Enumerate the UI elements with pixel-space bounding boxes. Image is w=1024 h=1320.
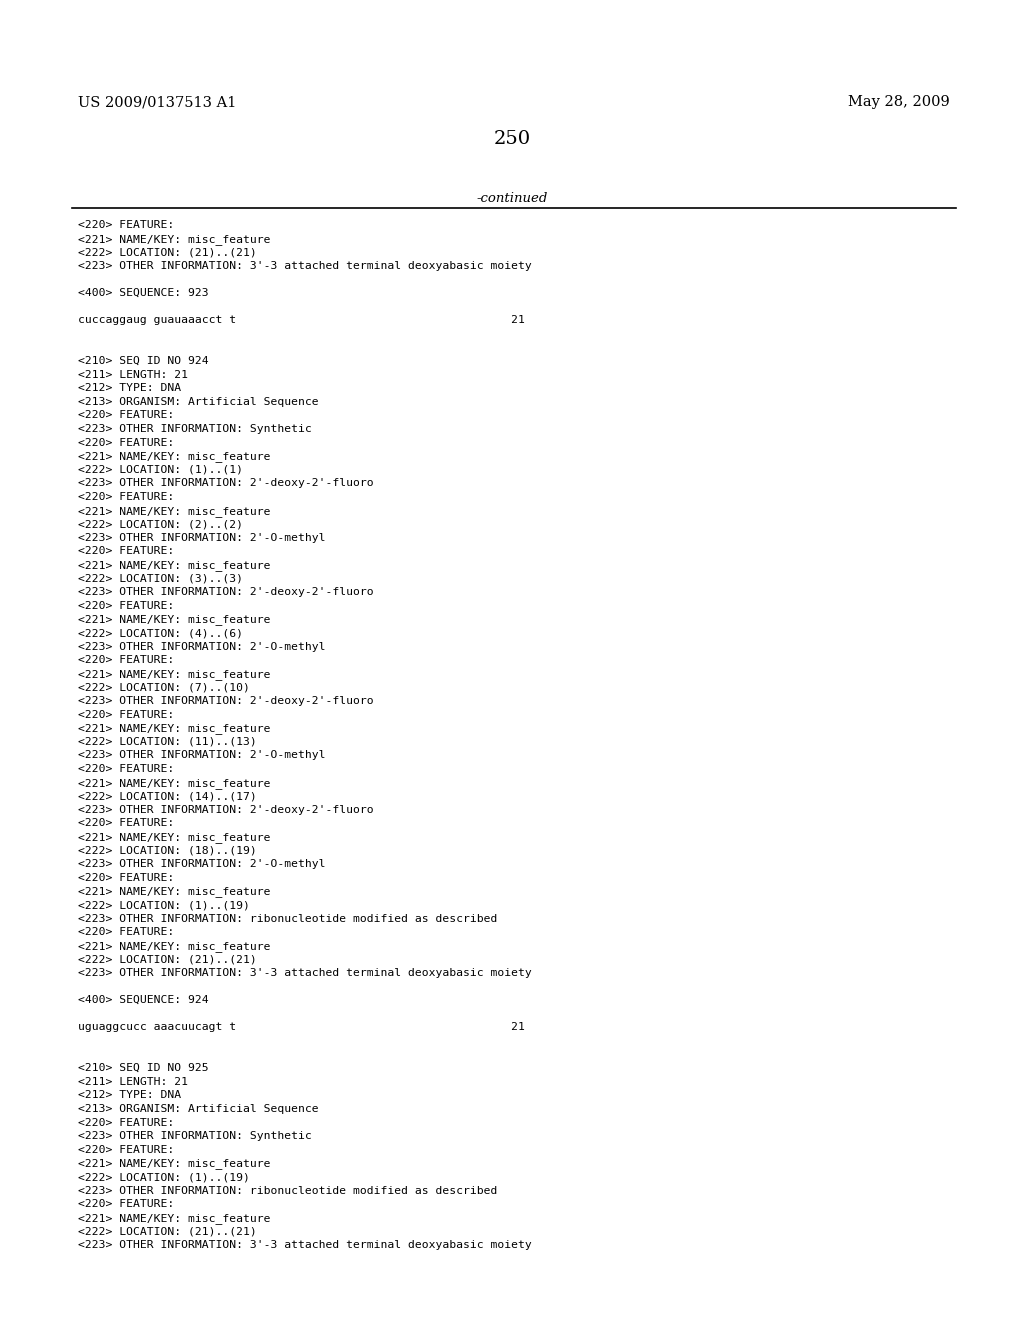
Text: <223> OTHER INFORMATION: ribonucleotide modified as described: <223> OTHER INFORMATION: ribonucleotide … (78, 1185, 498, 1196)
Text: <223> OTHER INFORMATION: 3'-3 attached terminal deoxyabasic moiety: <223> OTHER INFORMATION: 3'-3 attached t… (78, 1239, 531, 1250)
Text: <221> NAME/KEY: misc_feature: <221> NAME/KEY: misc_feature (78, 1159, 270, 1170)
Text: <213> ORGANISM: Artificial Sequence: <213> ORGANISM: Artificial Sequence (78, 397, 318, 407)
Text: <221> NAME/KEY: misc_feature: <221> NAME/KEY: misc_feature (78, 777, 270, 788)
Text: <223> OTHER INFORMATION: 3'-3 attached terminal deoxyabasic moiety: <223> OTHER INFORMATION: 3'-3 attached t… (78, 968, 531, 978)
Text: <221> NAME/KEY: misc_feature: <221> NAME/KEY: misc_feature (78, 669, 270, 680)
Text: <213> ORGANISM: Artificial Sequence: <213> ORGANISM: Artificial Sequence (78, 1104, 318, 1114)
Text: <220> FEATURE:: <220> FEATURE: (78, 764, 174, 774)
Text: <223> OTHER INFORMATION: 3'-3 attached terminal deoxyabasic moiety: <223> OTHER INFORMATION: 3'-3 attached t… (78, 261, 531, 271)
Text: <220> FEATURE:: <220> FEATURE: (78, 873, 174, 883)
Text: <212> TYPE: DNA: <212> TYPE: DNA (78, 1090, 181, 1101)
Text: <221> NAME/KEY: misc_feature: <221> NAME/KEY: misc_feature (78, 832, 270, 843)
Text: 250: 250 (494, 129, 530, 148)
Text: <400> SEQUENCE: 923: <400> SEQUENCE: 923 (78, 288, 209, 298)
Text: <220> FEATURE:: <220> FEATURE: (78, 710, 174, 719)
Text: <222> LOCATION: (14)..(17): <222> LOCATION: (14)..(17) (78, 791, 257, 801)
Text: <222> LOCATION: (21)..(21): <222> LOCATION: (21)..(21) (78, 1226, 257, 1237)
Text: <210> SEQ ID NO 925: <210> SEQ ID NO 925 (78, 1063, 209, 1073)
Text: <221> NAME/KEY: misc_feature: <221> NAME/KEY: misc_feature (78, 941, 270, 952)
Text: <220> FEATURE:: <220> FEATURE: (78, 818, 174, 829)
Text: US 2009/0137513 A1: US 2009/0137513 A1 (78, 95, 237, 110)
Text: <223> OTHER INFORMATION: 2'-O-methyl: <223> OTHER INFORMATION: 2'-O-methyl (78, 750, 326, 760)
Text: uguaggcucc aaacuucagt t                                        21: uguaggcucc aaacuucagt t 21 (78, 1023, 525, 1032)
Text: <220> FEATURE:: <220> FEATURE: (78, 1144, 174, 1155)
Text: <223> OTHER INFORMATION: 2'-deoxy-2'-fluoro: <223> OTHER INFORMATION: 2'-deoxy-2'-flu… (78, 696, 374, 706)
Text: <222> LOCATION: (4)..(6): <222> LOCATION: (4)..(6) (78, 628, 243, 638)
Text: <223> OTHER INFORMATION: 2'-deoxy-2'-fluoro: <223> OTHER INFORMATION: 2'-deoxy-2'-flu… (78, 805, 374, 814)
Text: <222> LOCATION: (11)..(13): <222> LOCATION: (11)..(13) (78, 737, 257, 747)
Text: <221> NAME/KEY: misc_feature: <221> NAME/KEY: misc_feature (78, 1213, 270, 1224)
Text: <400> SEQUENCE: 924: <400> SEQUENCE: 924 (78, 995, 209, 1006)
Text: <223> OTHER INFORMATION: 2'-O-methyl: <223> OTHER INFORMATION: 2'-O-methyl (78, 533, 326, 543)
Text: <223> OTHER INFORMATION: 2'-O-methyl: <223> OTHER INFORMATION: 2'-O-methyl (78, 642, 326, 652)
Text: <222> LOCATION: (3)..(3): <222> LOCATION: (3)..(3) (78, 574, 243, 583)
Text: <223> OTHER INFORMATION: 2'-deoxy-2'-fluoro: <223> OTHER INFORMATION: 2'-deoxy-2'-flu… (78, 587, 374, 597)
Text: <220> FEATURE:: <220> FEATURE: (78, 927, 174, 937)
Text: <222> LOCATION: (21)..(21): <222> LOCATION: (21)..(21) (78, 954, 257, 965)
Text: <223> OTHER INFORMATION: Synthetic: <223> OTHER INFORMATION: Synthetic (78, 1131, 311, 1142)
Text: <220> FEATURE:: <220> FEATURE: (78, 438, 174, 447)
Text: <212> TYPE: DNA: <212> TYPE: DNA (78, 383, 181, 393)
Text: <221> NAME/KEY: misc_feature: <221> NAME/KEY: misc_feature (78, 506, 270, 516)
Text: <223> OTHER INFORMATION: ribonucleotide modified as described: <223> OTHER INFORMATION: ribonucleotide … (78, 913, 498, 924)
Text: <223> OTHER INFORMATION: Synthetic: <223> OTHER INFORMATION: Synthetic (78, 424, 311, 434)
Text: <220> FEATURE:: <220> FEATURE: (78, 411, 174, 420)
Text: <220> FEATURE:: <220> FEATURE: (78, 1118, 174, 1127)
Text: <222> LOCATION: (1)..(1): <222> LOCATION: (1)..(1) (78, 465, 243, 475)
Text: <221> NAME/KEY: misc_feature: <221> NAME/KEY: misc_feature (78, 560, 270, 572)
Text: <222> LOCATION: (2)..(2): <222> LOCATION: (2)..(2) (78, 519, 243, 529)
Text: <211> LENGTH: 21: <211> LENGTH: 21 (78, 370, 188, 380)
Text: <222> LOCATION: (1)..(19): <222> LOCATION: (1)..(19) (78, 1172, 250, 1181)
Text: <220> FEATURE:: <220> FEATURE: (78, 220, 174, 230)
Text: <221> NAME/KEY: misc_feature: <221> NAME/KEY: misc_feature (78, 723, 270, 734)
Text: <221> NAME/KEY: misc_feature: <221> NAME/KEY: misc_feature (78, 234, 270, 244)
Text: <220> FEATURE:: <220> FEATURE: (78, 546, 174, 557)
Text: <223> OTHER INFORMATION: 2'-O-methyl: <223> OTHER INFORMATION: 2'-O-methyl (78, 859, 326, 869)
Text: <222> LOCATION: (7)..(10): <222> LOCATION: (7)..(10) (78, 682, 250, 693)
Text: <220> FEATURE:: <220> FEATURE: (78, 492, 174, 502)
Text: <221> NAME/KEY: misc_feature: <221> NAME/KEY: misc_feature (78, 451, 270, 462)
Text: <222> LOCATION: (18)..(19): <222> LOCATION: (18)..(19) (78, 846, 257, 855)
Text: <211> LENGTH: 21: <211> LENGTH: 21 (78, 1077, 188, 1086)
Text: May 28, 2009: May 28, 2009 (848, 95, 950, 110)
Text: <220> FEATURE:: <220> FEATURE: (78, 601, 174, 611)
Text: <210> SEQ ID NO 924: <210> SEQ ID NO 924 (78, 356, 209, 366)
Text: <223> OTHER INFORMATION: 2'-deoxy-2'-fluoro: <223> OTHER INFORMATION: 2'-deoxy-2'-flu… (78, 478, 374, 488)
Text: <222> LOCATION: (1)..(19): <222> LOCATION: (1)..(19) (78, 900, 250, 909)
Text: <221> NAME/KEY: misc_feature: <221> NAME/KEY: misc_feature (78, 887, 270, 898)
Text: <222> LOCATION: (21)..(21): <222> LOCATION: (21)..(21) (78, 247, 257, 257)
Text: cuccaggaug guauaaacct t                                        21: cuccaggaug guauaaacct t 21 (78, 315, 525, 325)
Text: -continued: -continued (476, 191, 548, 205)
Text: <220> FEATURE:: <220> FEATURE: (78, 1199, 174, 1209)
Text: <221> NAME/KEY: misc_feature: <221> NAME/KEY: misc_feature (78, 614, 270, 626)
Text: <220> FEATURE:: <220> FEATURE: (78, 655, 174, 665)
